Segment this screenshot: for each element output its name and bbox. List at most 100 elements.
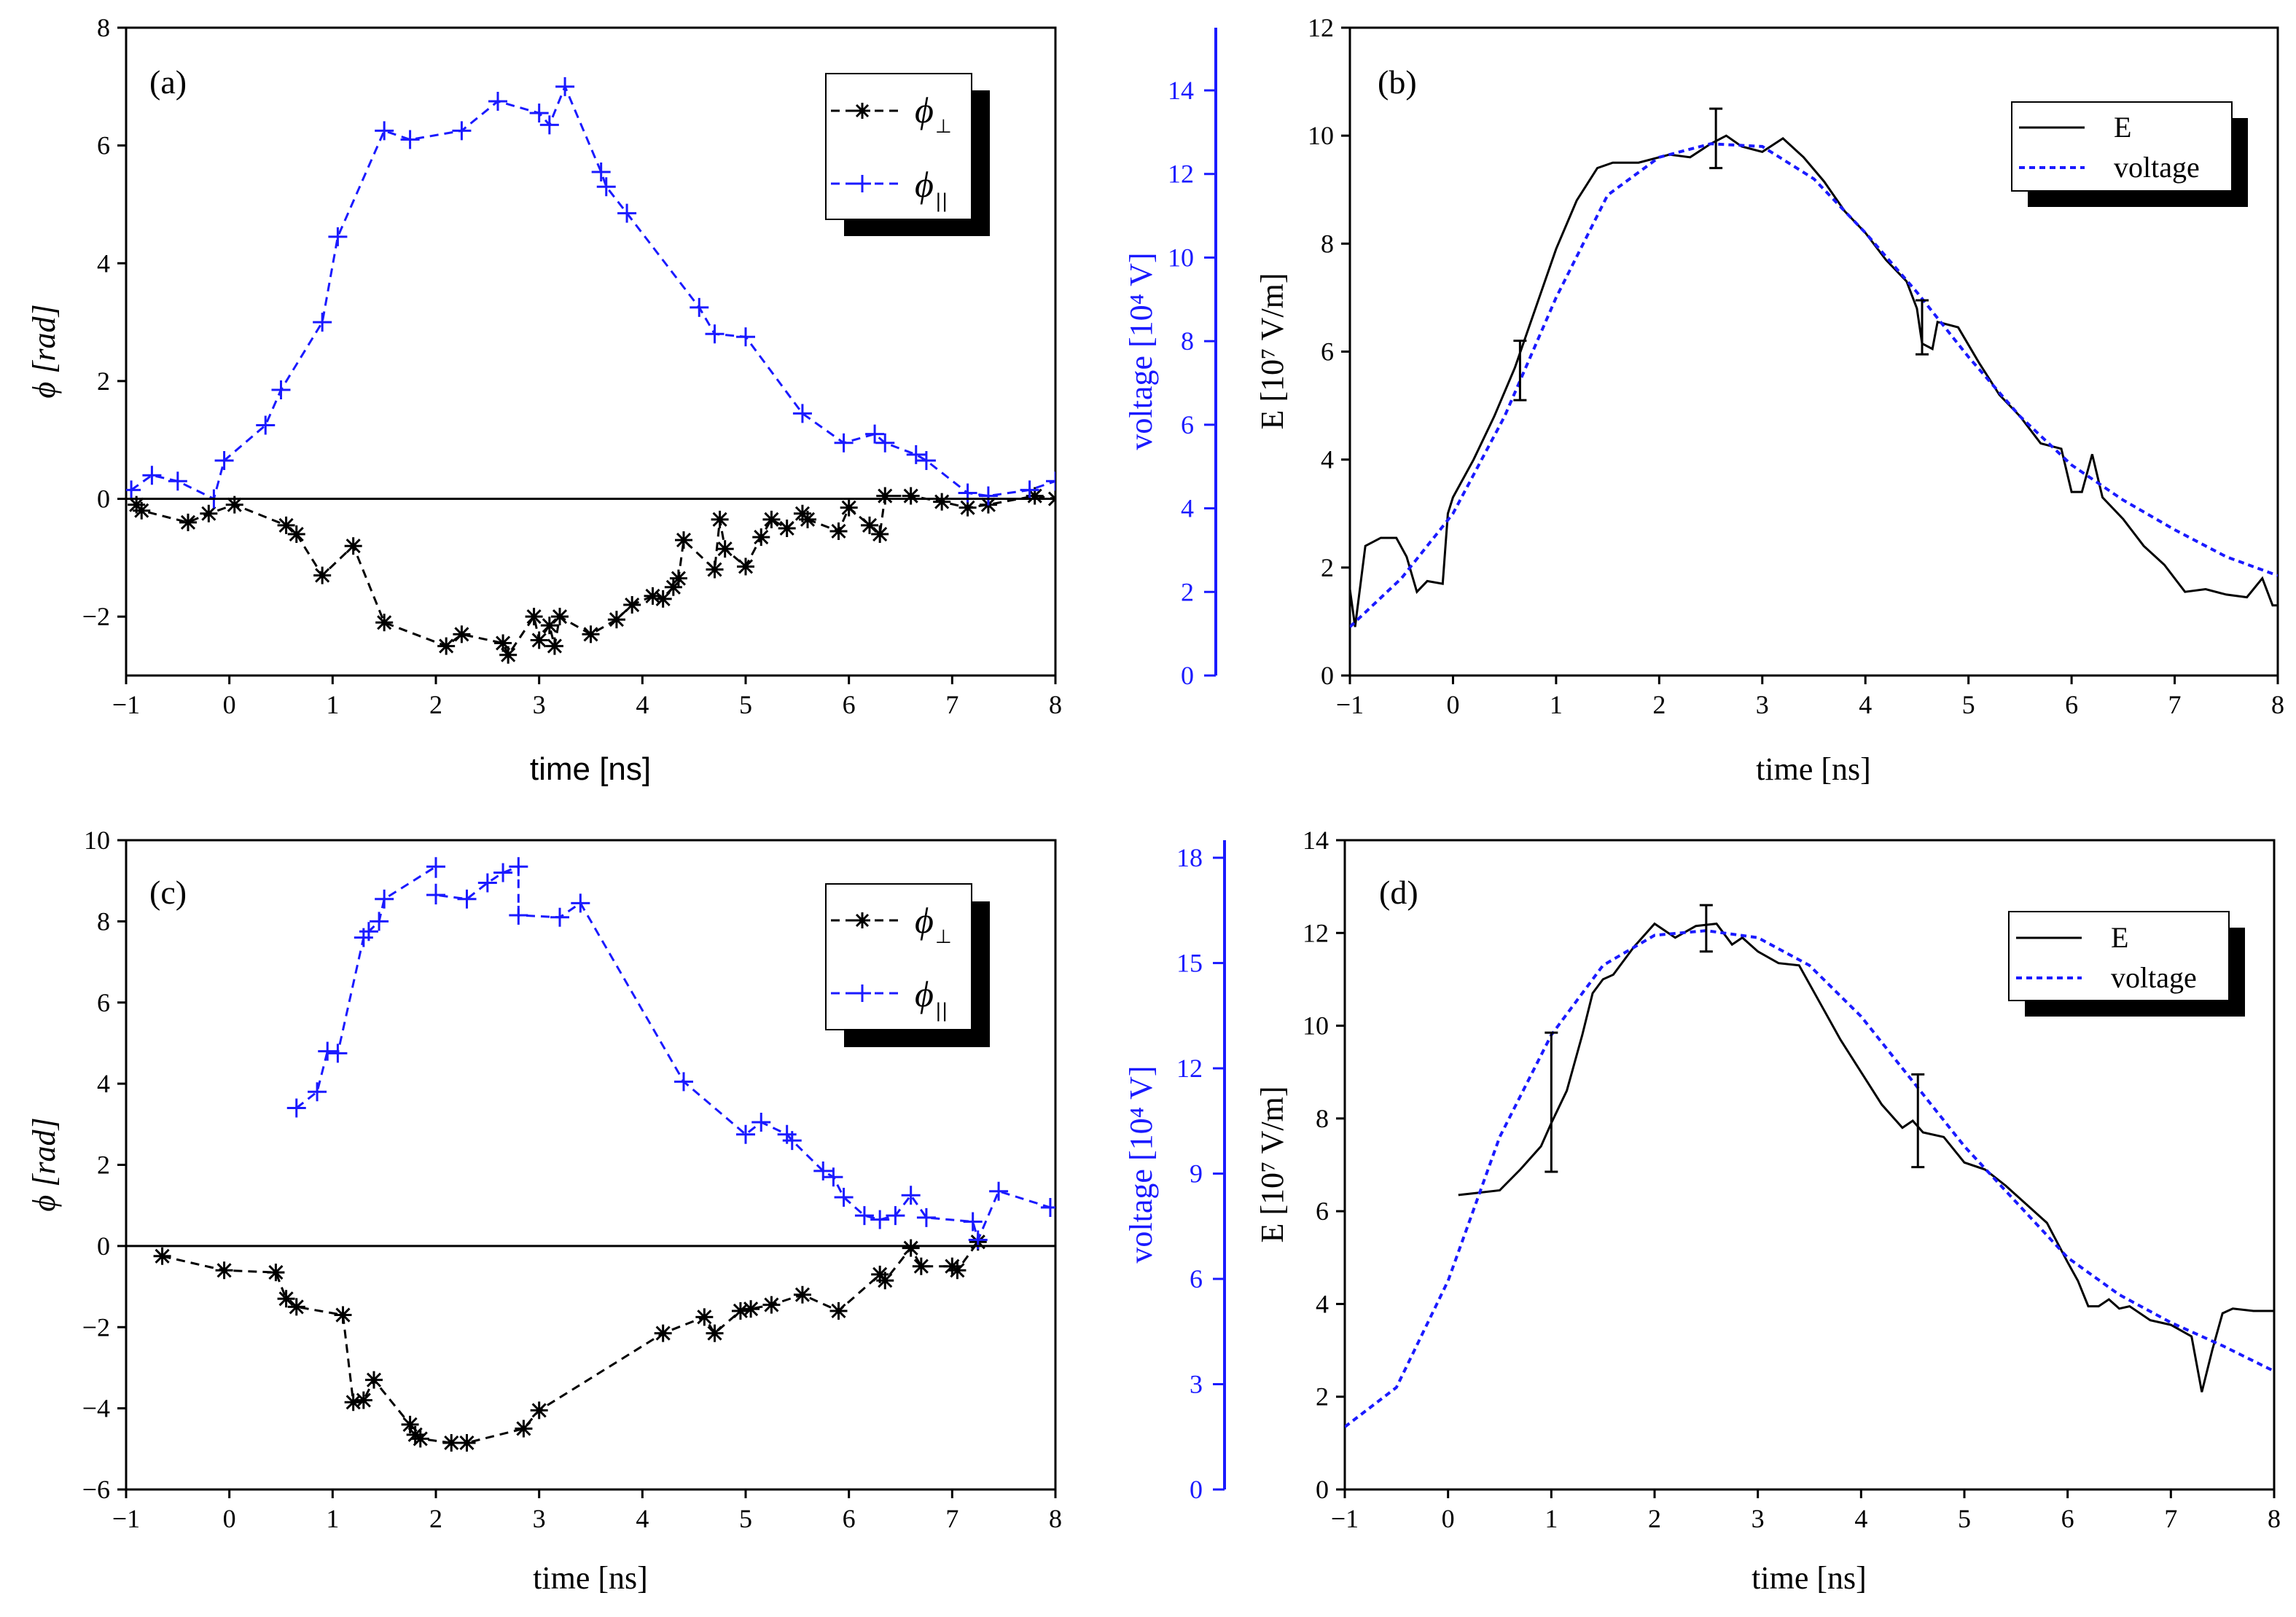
x-tick-label-c: 2 (429, 1504, 442, 1533)
data-point-a-phi_perp (545, 637, 563, 655)
x-tick-label-a: 1 (326, 690, 339, 719)
x-tick-label-b: 4 (1859, 690, 1872, 719)
x-tick-label-c: 3 (533, 1504, 546, 1533)
data-point-c-phi_perp (902, 1239, 920, 1257)
y-tick-label-a: 8 (97, 13, 110, 42)
data-point-a-phi_perp (277, 516, 295, 534)
y-tick-label-c: −4 (82, 1394, 110, 1423)
data-point-c-phi_par (286, 1098, 306, 1118)
legend-perp-symbol-c: ϕ (915, 900, 934, 941)
x-tick-label-a: 0 (223, 690, 236, 719)
series-line-b-voltage (1350, 142, 2278, 628)
y2-tick-label-a: 2 (1181, 577, 1194, 606)
y2-tick-label-c: 3 (1190, 1370, 1203, 1399)
data-point-a-phi_perp (375, 614, 394, 632)
x-tick-label-b: 3 (1756, 690, 1769, 719)
data-point-c-phi_perp (948, 1261, 967, 1280)
x-tick-label-b: 0 (1446, 690, 1459, 719)
data-point-a-phi_perp (675, 531, 692, 549)
panel-label-b: (b) (1378, 63, 1417, 101)
data-point-a-phi_perp (902, 487, 920, 505)
data-point-a-phi_perp (716, 540, 734, 558)
legend-perp-symbol-a: ϕ (915, 90, 934, 130)
x-tick-label-d: 0 (1442, 1504, 1455, 1533)
data-point-c-phi_perp (731, 1301, 749, 1320)
panel-c: (c) time [ns] ϕ [rad] voltage [10⁴ V] ϕ … (26, 826, 1226, 1596)
x-axis-label-d: time [ns] (1752, 1560, 1867, 1596)
data-point-c-phi_perp (442, 1433, 461, 1452)
series-group-b (1350, 134, 2278, 628)
panel-a: (a) time [ns] ϕ [rad] voltage [10⁴ V] ϕ … (26, 13, 1217, 787)
data-point-a-phi_perp (861, 516, 878, 534)
data-point-c-phi_perp (912, 1257, 930, 1275)
y2-tick-label-a: 14 (1168, 76, 1194, 105)
data-point-c-phi_par (751, 1113, 771, 1132)
y-tick-label-c: 2 (97, 1151, 110, 1180)
data-point-c-phi_par (477, 873, 497, 893)
data-point-a-phi_par (736, 327, 755, 347)
data-point-c-phi_par (328, 1044, 348, 1063)
x-tick-label-c: 1 (326, 1504, 339, 1533)
data-point-a-phi_par (690, 297, 709, 317)
data-point-c-phi_perp (458, 1433, 476, 1452)
data-point-a-phi_perp (711, 510, 729, 528)
y-tick-label-d: 14 (1303, 826, 1329, 855)
panel-label-a: (a) (149, 63, 187, 101)
data-point-a-phi_perp (582, 625, 600, 643)
data-point-a-phi_perp (829, 522, 848, 540)
x-tick-label-a: 2 (429, 690, 442, 719)
data-point-a-phi_perp (623, 596, 641, 614)
y-tick-label-c: 4 (97, 1069, 110, 1098)
legend-voltage-label-d: voltage (2111, 961, 2197, 994)
data-point-a-phi_par (705, 324, 725, 344)
x-tick-label-c: 8 (1049, 1504, 1062, 1533)
y-tick-label-d: 4 (1316, 1289, 1329, 1318)
data-point-c-phi_par (834, 1188, 854, 1207)
y2-tick-label-a: 4 (1181, 494, 1194, 523)
x-tick-label-c: 4 (636, 1504, 649, 1533)
legend-par-symbol-a: ϕ (915, 164, 934, 205)
data-point-c-phi_perp (829, 1301, 848, 1320)
y-tick-label-d: 12 (1303, 918, 1329, 947)
legend-e-label-b: E (2114, 111, 2131, 144)
data-point-a-phi_perp (706, 560, 724, 579)
y-axis-label-d: E [10⁷ V/m] (1254, 1087, 1290, 1243)
data-point-c-phi_perp (793, 1285, 811, 1304)
y-tick-label-b: 2 (1321, 553, 1334, 582)
x-tick-label-b: 5 (1962, 690, 1975, 719)
data-point-c-phi_par (550, 907, 569, 927)
y2-tick-label-a: 12 (1168, 160, 1194, 189)
y2-tick-label-a: 10 (1168, 243, 1194, 272)
data-point-a-phi_par (214, 451, 234, 471)
panel-label-d: (d) (1379, 874, 1418, 911)
series-line-d-E (1458, 922, 2274, 1393)
data-point-a-phi_par (452, 121, 472, 141)
data-point-c-phi_perp (530, 1401, 548, 1420)
x-tick-label-b: 8 (2271, 690, 2284, 719)
x-tick-label-b: −1 (1336, 690, 1364, 719)
data-point-c-phi_perp (695, 1308, 714, 1326)
data-point-a-phi_perp (225, 496, 243, 514)
data-point-c-phi_perp (706, 1324, 724, 1342)
data-point-c-phi_perp (401, 1415, 419, 1433)
error-bar-b (1916, 299, 1929, 356)
x-tick-label-a: 7 (945, 690, 958, 719)
data-point-c-phi_perp (762, 1296, 781, 1314)
legend-perp-sub-a: ⊥ (935, 116, 952, 138)
data-point-a-phi_perp (1026, 487, 1044, 505)
data-point-c-phi_par (674, 1072, 693, 1092)
data-point-c-phi_par (359, 922, 378, 941)
data-point-c-phi_par (989, 1181, 1009, 1201)
y2-tick-label-c: 6 (1190, 1264, 1203, 1293)
data-point-c-phi_perp (215, 1261, 233, 1280)
series-group-a (126, 77, 1055, 664)
data-point-a-phi_par (978, 486, 998, 506)
panel-b: (b) time [ns] E [10⁷ V/m] E voltage −1 0 1… (1254, 13, 2284, 787)
y-tick-label-b: 8 (1321, 229, 1334, 258)
x-tick-label-a: −1 (112, 690, 140, 719)
series-group-d (1345, 922, 2274, 1428)
y-tick-label-d: 8 (1316, 1104, 1329, 1133)
data-point-c-phi_perp (267, 1264, 285, 1282)
data-point-c-phi_perp (742, 1300, 760, 1318)
data-point-c-phi_par (854, 1206, 874, 1226)
